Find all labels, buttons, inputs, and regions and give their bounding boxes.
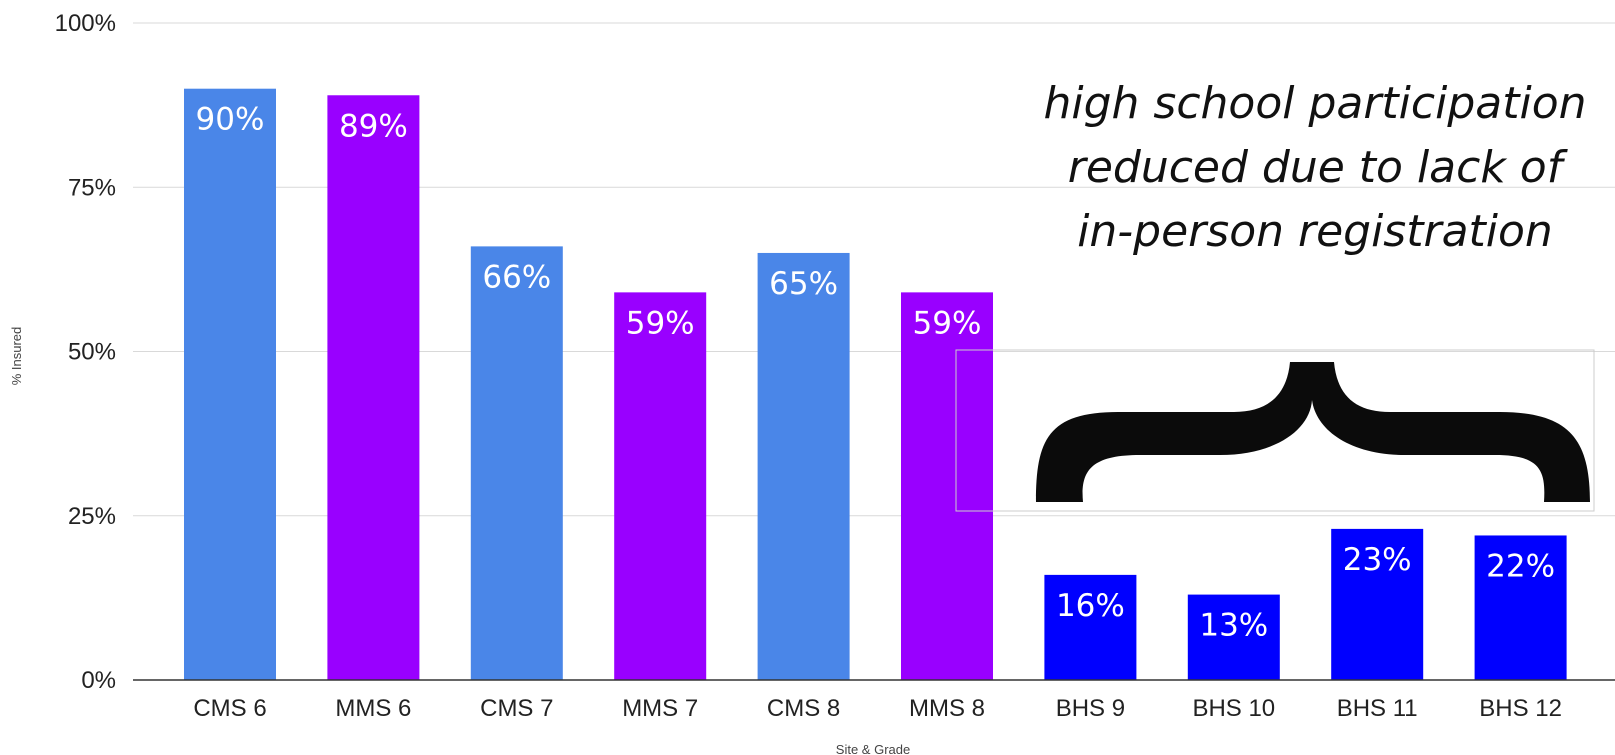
bar-data-label: 66% (482, 259, 551, 295)
x-tick-label: CMS 7 (480, 695, 553, 722)
annotation-text: high school participation reduced due to… (1005, 72, 1615, 264)
data-labels: 90% 89% 66% 59% 65% 59% 16% 13% 23% 22% (196, 102, 1556, 644)
x-tick-label: BHS 11 (1337, 695, 1418, 722)
bar-data-label: 22% (1486, 548, 1555, 584)
x-axis-ticks: CMS 6 MMS 6 CMS 7 MMS 7 CMS 8 MMS 8 BHS 9 BHS 1… (193, 695, 1562, 722)
y-axis-ticks: 0% 25% 50% 75% 100% (55, 10, 116, 694)
bar (1474, 535, 1567, 680)
x-axis-title: Site & Grade (836, 742, 910, 755)
bar-data-label: 59% (626, 305, 695, 341)
annotation-line: high school participation (1043, 78, 1587, 129)
bar-data-label: 65% (769, 266, 838, 302)
bars (184, 88, 1567, 680)
bar (184, 88, 276, 680)
x-tick-label: MMS 7 (622, 695, 698, 722)
annotation-line: reduced due to lack of (1067, 142, 1563, 193)
x-tick-label: MMS 6 (335, 695, 411, 722)
y-tick-label: 50% (68, 339, 116, 366)
brace-frame (955, 349, 1595, 512)
y-tick-label: 75% (68, 174, 116, 201)
bar (1187, 594, 1280, 680)
x-tick-label: MMS 8 (909, 695, 985, 722)
bar (470, 246, 563, 680)
bar-data-label: 59% (913, 305, 982, 341)
x-tick-label: CMS 8 (767, 695, 840, 722)
annotation-line: in-person registration (1077, 206, 1553, 257)
curly-brace-icon (1036, 362, 1590, 502)
x-tick-label: CMS 6 (193, 695, 266, 722)
bar (614, 292, 707, 680)
bar (757, 252, 850, 680)
bar (1044, 574, 1137, 680)
x-tick-label: BHS 9 (1056, 695, 1125, 722)
y-axis-title: % Insured (9, 327, 24, 386)
bar (901, 292, 993, 680)
bar (1331, 528, 1424, 680)
bar-data-label: 23% (1343, 542, 1412, 578)
y-tick-label: 0% (81, 667, 116, 694)
x-tick-label: BHS 12 (1479, 695, 1562, 722)
x-tick-label: BHS 10 (1192, 695, 1275, 722)
y-tick-label: 25% (68, 503, 116, 530)
bar-data-label: 90% (196, 102, 265, 138)
y-tick-label: 100% (55, 10, 116, 37)
bar (327, 95, 420, 680)
bar-data-label: 16% (1056, 588, 1125, 624)
bar-data-label: 13% (1199, 608, 1268, 644)
bar-data-label: 89% (339, 108, 408, 144)
